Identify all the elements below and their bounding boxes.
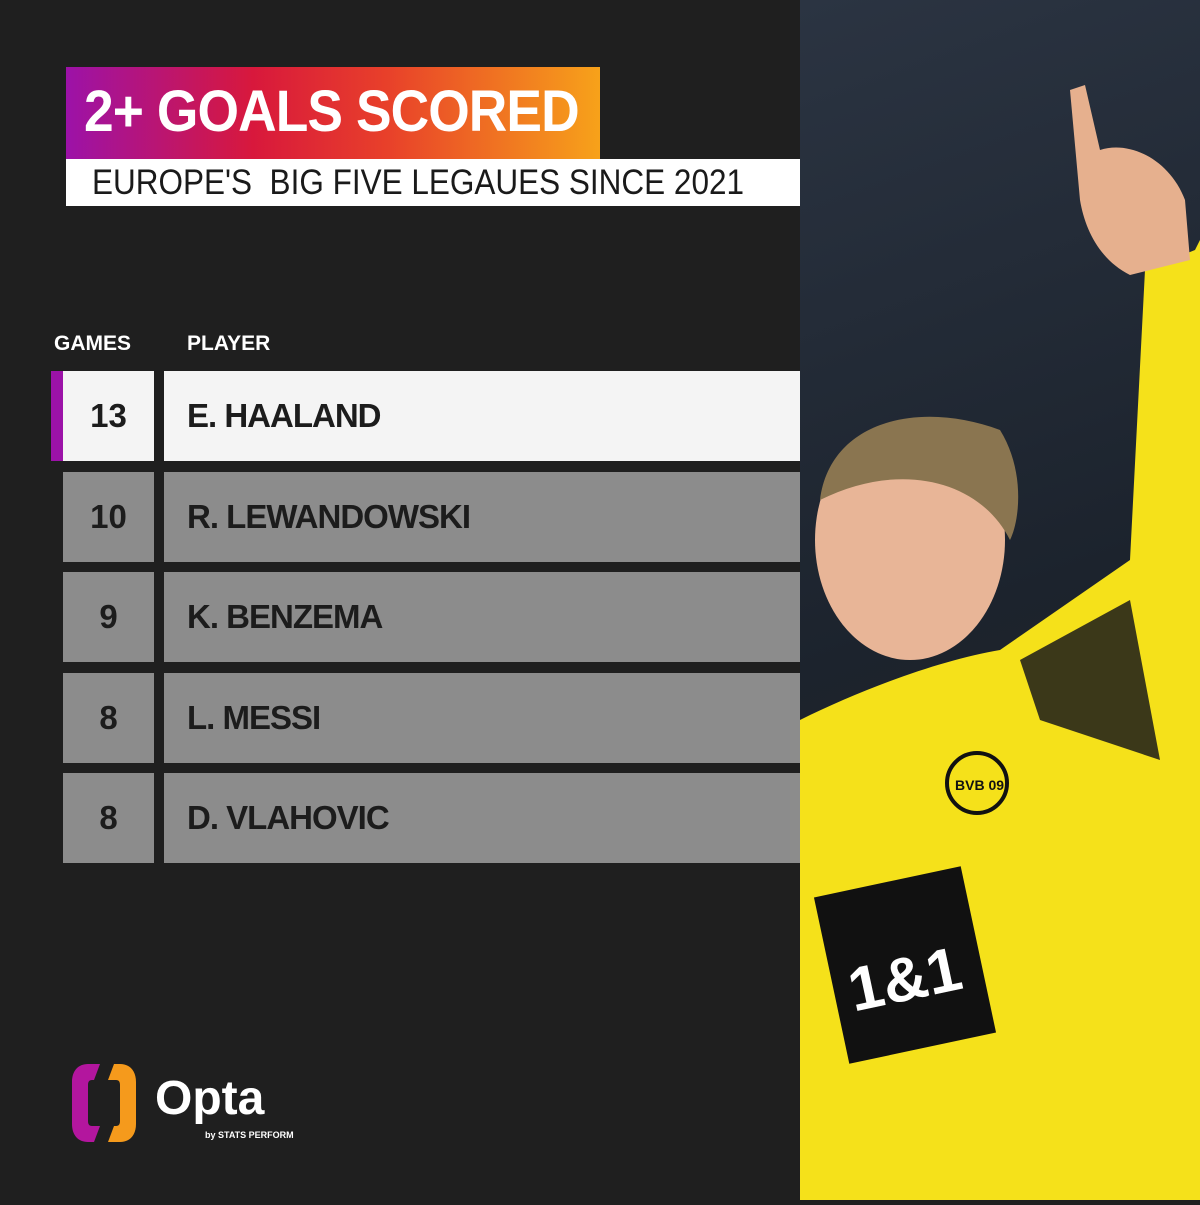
games-cell: 13: [63, 371, 154, 461]
table-row: 10 R. LEWANDOWSKI: [63, 472, 800, 562]
player-cell: E. HAALAND: [164, 371, 800, 461]
player-cell: D. VLAHOVIC: [164, 773, 800, 863]
table-row: 9 K. BENZEMA: [63, 572, 800, 662]
opta-logo-text: Opta: [155, 1072, 265, 1125]
games-cell: 9: [63, 572, 154, 662]
games-cell: 8: [63, 673, 154, 763]
opta-logo-icon: [72, 1064, 136, 1142]
table-row: 8 L. MESSI: [63, 673, 800, 763]
subtitle-banner: EUROPE'S BIG FIVE LEGAUES SINCE 2021: [66, 159, 815, 206]
opta-tagline: by STATS PERFORM: [205, 1130, 294, 1140]
table-row: 13 E. HAALAND: [51, 371, 800, 461]
player-photo: 1&1 BVB 09: [800, 0, 1200, 1200]
crest-text: BVB 09: [955, 777, 1004, 793]
games-cell: 8: [63, 773, 154, 863]
table-row: 8 D. VLAHOVIC: [63, 773, 800, 863]
bvb-crest-icon: [945, 751, 1009, 815]
subtitle: EUROPE'S BIG FIVE LEGAUES SINCE 2021: [92, 163, 745, 202]
player-cell: K. BENZEMA: [164, 572, 800, 662]
player-cell: R. LEWANDOWSKI: [164, 472, 800, 562]
player-illustration: 1&1 BVB 09: [800, 85, 1200, 1200]
title: 2+ GOALS SCORED: [84, 79, 580, 144]
player-cell: L. MESSI: [164, 673, 800, 763]
games-cell: 10: [63, 472, 154, 562]
games-header: GAMES: [54, 332, 132, 355]
title-banner: 2+ GOALS SCORED: [66, 67, 600, 159]
highlight-accent: [51, 371, 63, 461]
player-header: PLAYER: [187, 332, 271, 355]
